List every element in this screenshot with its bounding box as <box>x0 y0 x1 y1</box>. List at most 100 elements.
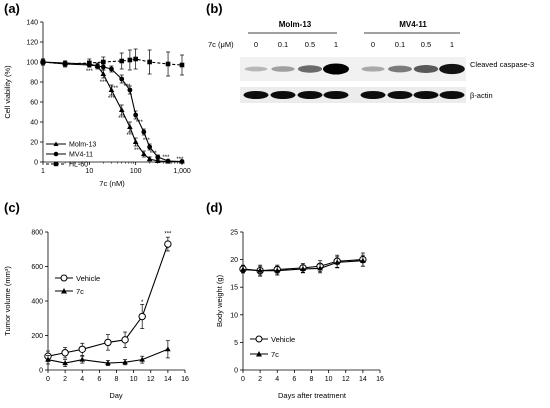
y-tick-label: 0 <box>39 368 43 375</box>
blot-band-actin <box>413 91 439 99</box>
legend-marker-triangle <box>61 288 67 294</box>
x-tick-label: 2 <box>63 376 67 383</box>
legend-label-molm13: Molm-13 <box>69 142 96 149</box>
blot-band-actin <box>387 91 413 99</box>
x-tick-label: 10 <box>130 376 138 383</box>
blot-group-label-mv411: MV4-11 <box>399 20 427 29</box>
series-mv411 <box>40 58 185 164</box>
significance-label: *** <box>86 69 94 75</box>
legend-label-mv411: MV4-11 <box>69 152 93 159</box>
chart-viability: 7c (nM) Cell viability (%) 1 10 100 1,000 0 2… <box>3 20 191 189</box>
data-point <box>138 312 146 321</box>
data-point <box>127 57 133 63</box>
legend-marker-triangle <box>53 141 59 146</box>
y-tick-label: 5 <box>234 340 238 347</box>
legend: Vehicle 7c <box>250 335 295 359</box>
data-point <box>100 59 106 65</box>
data-point <box>45 356 51 362</box>
x-tick-label: 1 <box>41 168 45 175</box>
x-tick-label: 6 <box>292 376 296 383</box>
x-tick-label: 10 <box>85 168 93 175</box>
y-tick-label: 120 <box>26 40 38 47</box>
series-7c <box>240 254 366 276</box>
blot-band-actin <box>360 91 386 99</box>
data-point <box>95 63 100 69</box>
y-tick-label: 10 <box>230 312 238 319</box>
blot-membrane-actin <box>240 87 466 103</box>
legend-label-7c: 7c <box>271 350 279 359</box>
x-tick-label: 14 <box>359 376 367 383</box>
significance-label: *** <box>134 148 142 154</box>
panel-label-d: (d) <box>206 200 223 215</box>
data-point <box>122 359 128 365</box>
x-tick-label: 8 <box>115 376 119 383</box>
blot-lane-label: 0.5 <box>421 40 431 49</box>
significance-label: *** <box>136 120 144 126</box>
data-point <box>87 60 92 66</box>
blot-band-caspase <box>361 66 385 72</box>
data-point <box>78 345 86 353</box>
y-tick-label: 60 <box>30 100 38 107</box>
blot-lane-label: 1 <box>450 40 454 49</box>
blot-band-caspase <box>271 66 295 72</box>
blot-band-caspase <box>244 66 268 72</box>
data-point <box>62 360 68 366</box>
legend-marker-open-circle <box>255 335 263 343</box>
panel-label-c: (c) <box>4 200 20 215</box>
legend: Molm-13 MV4-11 HL-60 <box>46 141 96 169</box>
blot-band-caspase <box>388 65 412 73</box>
x-tick-label: 1,000 <box>173 168 191 175</box>
data-point <box>119 76 125 82</box>
data-point <box>132 139 139 144</box>
x-tick-label: 2 <box>258 376 262 383</box>
data-point <box>100 71 107 76</box>
series-line-molm13 <box>42 61 182 163</box>
blot-band-actin <box>297 91 323 99</box>
significance-label: *** <box>150 151 158 157</box>
blot-lane-label: 0.1 <box>278 40 288 49</box>
blot-lane-label: 0 <box>371 40 375 49</box>
significance-label: *** <box>126 133 134 139</box>
data-point <box>133 112 139 118</box>
significance-label: *** <box>111 86 119 92</box>
data-point <box>127 87 133 93</box>
data-point <box>62 61 68 67</box>
series-hl60 <box>40 48 185 77</box>
data-point <box>61 349 69 357</box>
data-point <box>179 62 185 68</box>
significance-label: *** <box>118 116 126 122</box>
legend-marker-triangle <box>256 351 262 357</box>
data-point <box>300 265 306 271</box>
data-point <box>334 259 340 265</box>
data-point <box>105 360 111 366</box>
blot-lane-label: 1 <box>334 40 338 49</box>
legend-label-hl60: HL-60 <box>69 162 88 169</box>
x-tick-label: 0 <box>241 376 245 383</box>
y-tick-label: 0 <box>234 368 238 375</box>
blot-band-caspase <box>323 63 349 75</box>
data-point <box>146 156 153 161</box>
y-tick-label: 400 <box>31 299 43 306</box>
y-tick-label: 600 <box>31 264 43 271</box>
data-point <box>165 346 171 352</box>
blot-group-label-molm13: Molm-13 <box>279 20 312 29</box>
data-point <box>164 240 172 248</box>
y-axis-label: Body weight (g) <box>215 274 224 327</box>
data-point <box>165 61 171 67</box>
y-tick-label: 140 <box>26 20 38 27</box>
x-tick-label: 6 <box>97 376 101 383</box>
y-tick-label: 25 <box>230 230 238 237</box>
blot-dose-label: 7c (μM) <box>208 40 234 49</box>
data-point <box>127 124 133 129</box>
chart-tumor-volume: Day Tumor volume (mm³) 0 2 4 6 8 10 12 14 16 0 200… <box>3 230 189 401</box>
x-tick-label: 0 <box>46 376 50 383</box>
x-tick-label: 16 <box>181 376 189 383</box>
y-tick-label: 100 <box>26 60 38 67</box>
y-tick-label: 80 <box>30 80 38 87</box>
blot-band-actin <box>243 91 269 99</box>
x-tick-label: 16 <box>376 376 384 383</box>
x-tick-label: 12 <box>147 376 155 383</box>
data-point <box>147 59 152 65</box>
y-tick-label: 20 <box>30 140 38 147</box>
x-tick-label: 4 <box>80 376 84 383</box>
